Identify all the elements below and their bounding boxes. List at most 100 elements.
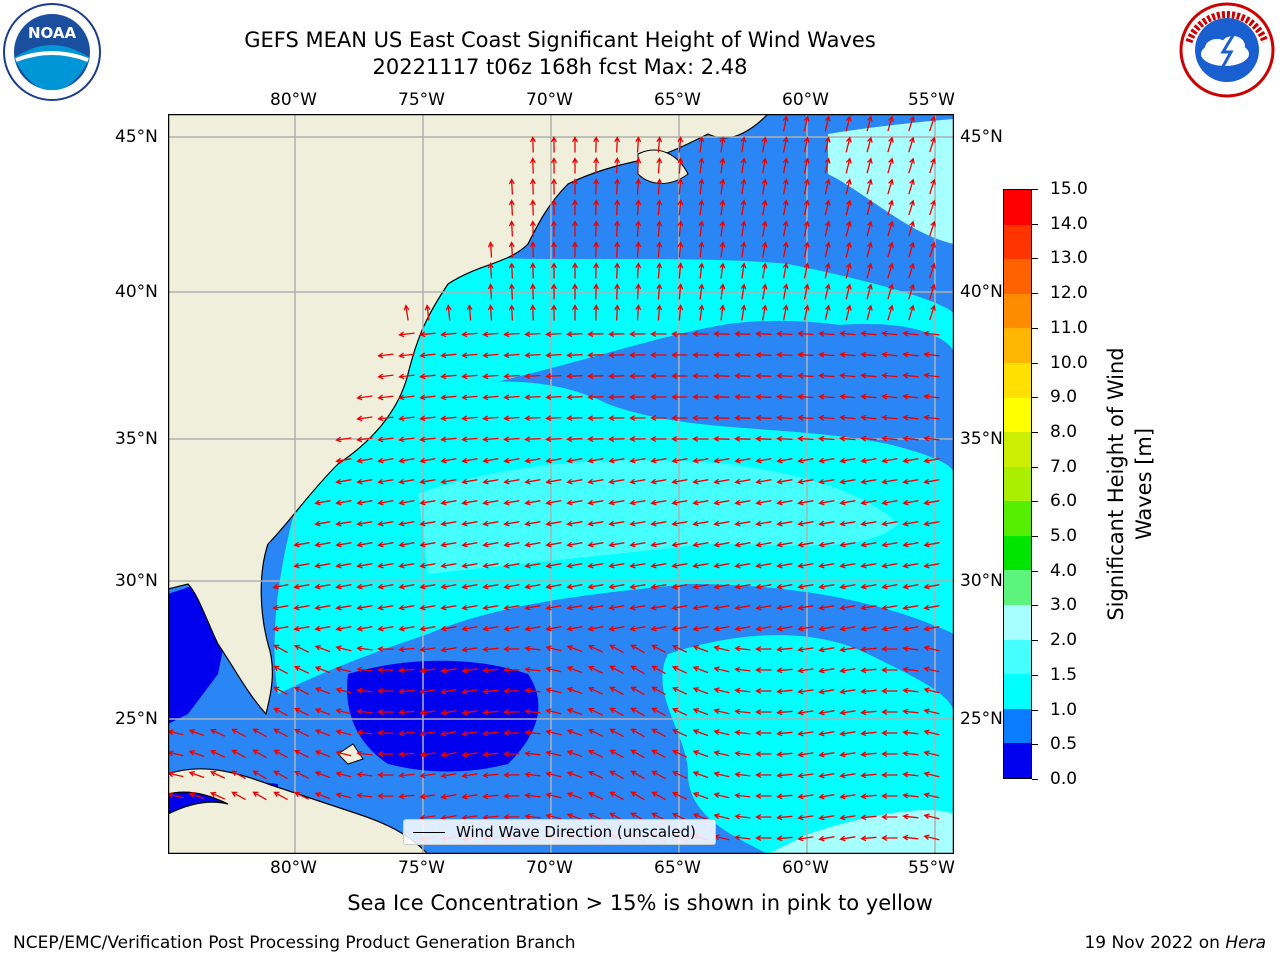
wave-direction-arrow (314, 771, 331, 779)
wave-direction-arrow (440, 709, 457, 716)
wave-direction-arrow (881, 478, 898, 485)
wave-direction-arrow (713, 414, 730, 421)
wave-direction-arrow (635, 178, 642, 195)
wave-direction-arrow (782, 241, 789, 258)
wave-direction-arrow (887, 157, 894, 174)
wave-direction-arrow (740, 241, 747, 258)
wave-direction-arrow (839, 541, 856, 548)
wave-direction-arrow (881, 351, 898, 358)
wave-direction-arrow (587, 686, 604, 695)
wave-direction-arrow (656, 136, 663, 153)
wave-direction-arrow (461, 583, 478, 590)
wave-direction-arrow (524, 729, 541, 736)
wave-direction-arrow (440, 541, 457, 548)
wave-direction-arrow (609, 791, 624, 801)
wave-direction-arrow (314, 499, 331, 506)
wave-direction-arrow (776, 583, 793, 590)
wave-direction-arrow (719, 283, 726, 300)
wave-direction-arrow (839, 393, 856, 400)
wave-direction-arrow (755, 709, 772, 715)
wave-direction-arrow (440, 436, 457, 443)
wave-direction-arrow (273, 707, 288, 717)
wave-direction-arrow (572, 262, 578, 279)
wave-direction-arrow (529, 241, 536, 258)
wave-direction-arrow (692, 645, 709, 653)
wave-direction-arrow (719, 241, 726, 258)
wave-direction-arrow (335, 792, 352, 799)
wave-direction-arrow (587, 665, 604, 674)
wave-direction-arrow (734, 351, 751, 358)
wave-direction-arrow (650, 373, 667, 379)
lon-label-top: 65°W (654, 90, 701, 110)
wave-direction-arrow (335, 645, 352, 652)
colorbar-segment (1004, 258, 1031, 294)
lat-label-right: 40°N (960, 282, 1003, 302)
wave-direction-arrow (755, 793, 772, 799)
wave-direction-arrow (630, 728, 645, 738)
wave-direction-arrow (713, 750, 730, 757)
wave-direction-arrow (908, 241, 915, 258)
wave-direction-arrow (692, 666, 709, 674)
wave-direction-arrow (845, 199, 852, 216)
wave-direction-arrow (545, 457, 562, 464)
wave-direction-arrow (524, 415, 541, 422)
wave-direction-arrow (755, 814, 772, 820)
lat-label-left: 30°N (115, 571, 158, 591)
wave-direction-arrow (818, 372, 835, 379)
wave-direction-arrow (482, 394, 499, 401)
wave-direction-arrow (881, 562, 898, 569)
wave-direction-arrow (797, 457, 814, 464)
wave-direction-arrow (377, 688, 394, 694)
wave-direction-arrow (776, 604, 793, 611)
wave-direction-arrow (845, 241, 852, 258)
wave-direction-arrow (776, 730, 793, 737)
wave-direction-arrow (860, 583, 877, 590)
wave-direction-arrow (818, 751, 835, 758)
wave-direction-arrow (881, 667, 898, 673)
colorbar-tick-mark (1032, 362, 1038, 364)
wave-direction-arrow (818, 667, 835, 674)
colorbar-segment (1004, 708, 1031, 744)
wave-direction-arrow (377, 730, 394, 736)
wave-direction-arrow (377, 457, 394, 464)
wave-direction-arrow (545, 331, 562, 338)
wave-direction-arrow (755, 772, 772, 778)
wave-direction-arrow (335, 499, 352, 506)
land-nova-scotia (637, 149, 689, 184)
wave-direction-arrow (419, 562, 436, 569)
wave-direction-arrow (692, 729, 709, 737)
wave-direction-arrow (929, 199, 936, 216)
wave-direction-arrow (692, 562, 709, 569)
wave-direction-arrow (293, 604, 310, 611)
wave-direction-arrow (419, 436, 436, 443)
wave-direction-arrow (377, 352, 394, 359)
colorbar-tick-mark (1032, 431, 1038, 433)
wave-direction-arrow (482, 604, 499, 611)
wave-direction-arrow (461, 793, 478, 800)
wave-direction-arrow (692, 813, 709, 821)
wave-direction-arrow (860, 414, 877, 421)
wave-direction-arrow (839, 793, 856, 800)
wave-direction-arrow (866, 220, 873, 237)
lon-label-top: 75°W (398, 90, 445, 110)
colorbar-tick-label: 0.0 (1050, 769, 1078, 789)
wave-direction-arrow (776, 330, 793, 337)
wave-direction-arrow (524, 394, 541, 401)
wave-direction-arrow (755, 541, 772, 548)
wave-direction-arrow (629, 478, 646, 485)
wave-direction-arrow (755, 435, 772, 442)
wave-direction-arrow (419, 541, 436, 548)
wave-direction-arrow (503, 709, 520, 715)
wave-direction-arrow (440, 772, 457, 779)
colorbar-tick-mark (1032, 258, 1038, 260)
wave-direction-arrow (881, 751, 898, 757)
wave-direction-arrow (440, 730, 457, 737)
wave-direction-arrow (293, 749, 310, 758)
wave-direction-arrow (356, 729, 373, 736)
wave-direction-arrow (845, 157, 852, 174)
wave-direction-arrow (503, 373, 520, 380)
wave-direction-arrow (656, 241, 663, 258)
land-bahamas (337, 743, 364, 765)
wave-direction-arrow (881, 372, 898, 379)
wave-direction-arrow (650, 415, 667, 421)
